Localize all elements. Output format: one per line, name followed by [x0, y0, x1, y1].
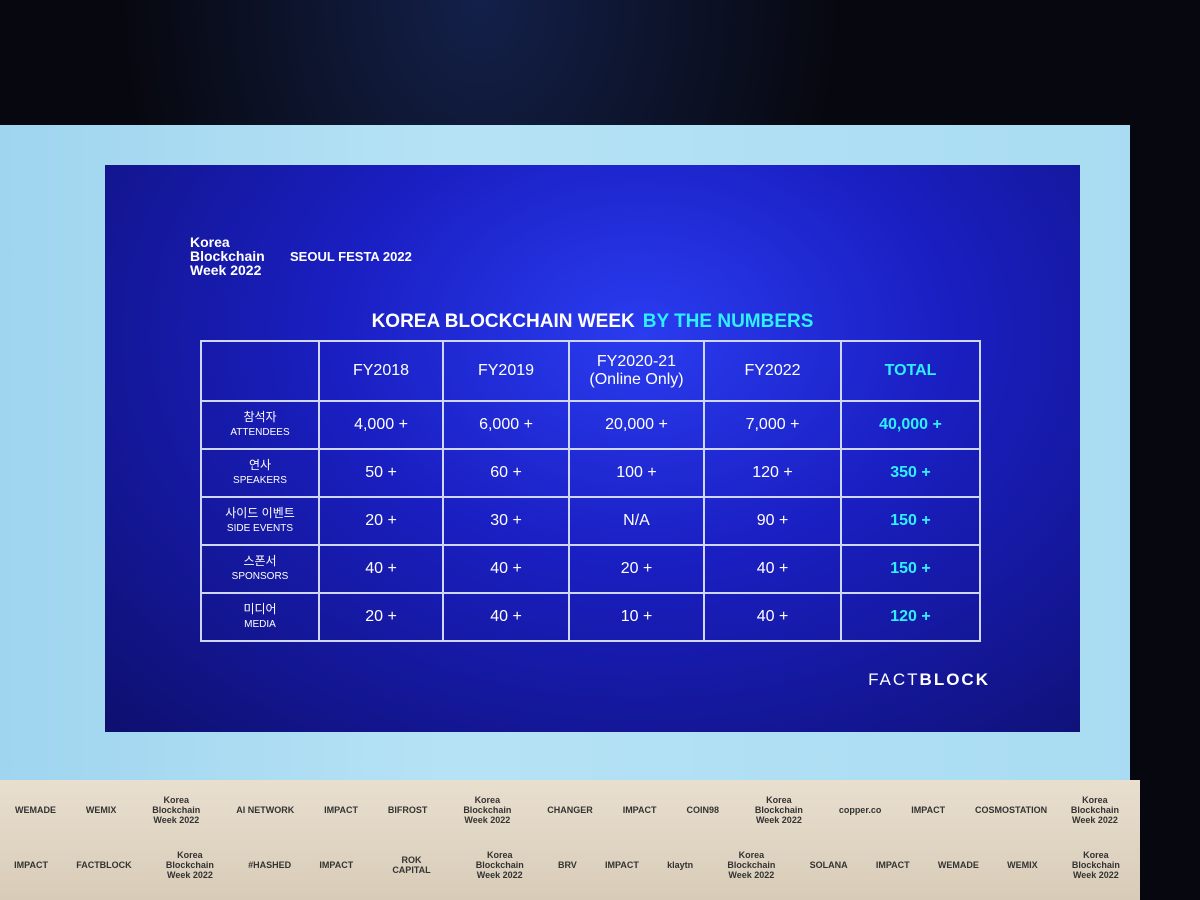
- sponsor-wall: WEMADE WEMIX Korea Blockchain Week 2022 AI …: [0, 780, 1140, 900]
- table-cell: N/A: [568, 496, 705, 546]
- title-highlight: BY THE NUMBERS: [642, 311, 814, 332]
- table-cell: 4,000 +: [318, 400, 444, 450]
- sponsor-logo: Korea Blockchain Week 2022: [463, 795, 512, 825]
- sponsor-logo: CHANGER: [547, 805, 593, 815]
- table-cell: 150 +: [840, 544, 981, 594]
- sponsor-logo: WEMIX: [85, 805, 117, 815]
- table-cell: 150 +: [840, 496, 981, 546]
- sponsor-logo: AI NETWORK: [236, 805, 295, 815]
- row-label: 참석자 ATTENDEES: [200, 400, 320, 450]
- row-label-ko: 미디어: [243, 602, 277, 616]
- row-label-ko: 사이드 이벤트: [225, 506, 295, 520]
- table-cell: 40 +: [703, 592, 842, 642]
- sponsor-row: IMPACT FACTBLOCK Korea Blockchain Week 202…: [0, 840, 1140, 890]
- table-cell: 40 +: [318, 544, 444, 594]
- sponsor-logo: Korea Blockchain Week 2022: [1071, 850, 1120, 880]
- table-cell: 6,000 +: [442, 400, 570, 450]
- brand-bold: BLOCK: [919, 670, 990, 689]
- sponsor-logo: WEMADE: [937, 860, 979, 870]
- row-label-en: SIDE EVENTS: [226, 523, 294, 534]
- sponsor-row: WEMADE WEMIX Korea Blockchain Week 2022 AI …: [0, 785, 1140, 835]
- column-header: FY2020-21 (Online Only): [568, 340, 705, 402]
- row-label: 연사 SPEAKERS: [200, 448, 320, 498]
- table-cell: 100 +: [568, 448, 705, 498]
- factblock-logo: FACTBLOCK: [868, 670, 990, 690]
- table-row: 참석자 ATTENDEES 4,000 +6,000 +20,000 +7,000 …: [200, 400, 981, 450]
- table-cell: 40 +: [442, 544, 570, 594]
- table-row: 연사 SPEAKERS 50 +60 +100 +120 +350 +: [200, 448, 981, 498]
- table-cell: 20 +: [318, 496, 444, 546]
- table-row: 스폰서 SPONSORS 40 +40 +20 +40 +150 +: [200, 544, 981, 594]
- sponsor-logo: FACTBLOCK: [76, 860, 132, 870]
- sponsor-logo: WEMIX: [1007, 860, 1038, 870]
- table-cell: 10 +: [568, 592, 705, 642]
- table-cell: 7,000 +: [703, 400, 842, 450]
- sponsor-logo: COIN98: [686, 805, 719, 815]
- sponsor-logo: BIFROST: [387, 805, 428, 815]
- corner-cell: [200, 340, 320, 402]
- sponsor-logo: IMPACT: [14, 860, 48, 870]
- row-label-ko: 스폰서: [243, 554, 277, 568]
- sponsor-logo: IMPACT: [875, 860, 910, 870]
- table-cell: 40 +: [703, 544, 842, 594]
- slide-title: KOREA BLOCKCHAIN WEEK BY THE NUMBERS: [105, 311, 1080, 333]
- sponsor-logo: IMPACT: [319, 860, 354, 870]
- sponsor-logo: Korea Blockchain Week 2022: [165, 850, 214, 880]
- row-label-ko: 참석자: [243, 410, 277, 424]
- table-cell: 40 +: [442, 592, 570, 642]
- table-cell: 120 +: [840, 592, 981, 642]
- sponsor-logo: copper.co: [838, 805, 882, 815]
- row-label-en: ATTENDEES: [230, 427, 290, 438]
- sponsor-logo: Korea Blockchain Week 2022: [1070, 795, 1119, 825]
- row-label-en: SPEAKERS: [233, 475, 287, 486]
- row-label: 미디어 MEDIA: [200, 592, 320, 642]
- sponsor-logo: #HASHED: [248, 860, 292, 870]
- column-header: FY2022: [703, 340, 842, 402]
- slide: Korea Blockchain Week 2022 SEOUL FESTA 2…: [105, 165, 1080, 732]
- row-label: 사이드 이벤트 SIDE EVENTS: [200, 496, 320, 546]
- sponsor-logo: Korea Blockchain Week 2022: [475, 850, 524, 880]
- table-cell: 40,000 +: [840, 400, 981, 450]
- table-cell: 90 +: [703, 496, 842, 546]
- row-label-en: SPONSORS: [231, 571, 289, 582]
- sponsor-logo: IMPACT: [622, 805, 657, 815]
- table-row: 사이드 이벤트 SIDE EVENTS 20 +30 + N/A 90 +150 +: [200, 496, 981, 546]
- row-label-en: MEDIA: [244, 619, 276, 630]
- sponsor-logo: Korea Blockchain Week 2022: [727, 850, 776, 880]
- row-label: 스폰서 SPONSORS: [200, 544, 320, 594]
- sponsor-logo: Korea Blockchain Week 2022: [152, 795, 201, 825]
- column-header: TOTAL: [840, 340, 981, 402]
- table-row: 미디어 MEDIA 20 +40 +10 +40 +120 +: [200, 592, 981, 642]
- brand-light: FACT: [868, 670, 920, 689]
- sponsor-logo: Korea Blockchain Week 2022: [754, 795, 803, 825]
- table-cell: 20,000 +: [568, 400, 705, 450]
- stats-table: FY2018 FY2019 FY2020-21 (Online Only) FY202…: [200, 340, 981, 642]
- sponsor-logo: COSMOSTATION: [975, 805, 1048, 815]
- table-cell: 350 +: [840, 448, 981, 498]
- column-header: FY2018: [318, 340, 444, 402]
- kbw-logo: Korea Blockchain Week 2022: [190, 234, 265, 278]
- sponsor-logo: SOLANA: [809, 860, 848, 870]
- title: KOREA BLOCKCHAIN WEEK: [371, 311, 635, 332]
- table-cell: 30 +: [442, 496, 570, 546]
- table-cell: 60 +: [442, 448, 570, 498]
- table-cell: 120 +: [703, 448, 842, 498]
- seoul-festa-logo: SEOUL FESTA 2022: [290, 249, 412, 264]
- sponsor-logo: BRV: [557, 860, 577, 870]
- table-cell: 20 +: [318, 592, 444, 642]
- row-label-ko: 연사: [248, 458, 272, 472]
- sponsor-logo: klaytn: [667, 860, 694, 870]
- column-header: FY2019: [442, 340, 570, 402]
- sponsor-logo: IMPACT: [911, 805, 946, 815]
- sponsor-logo: WEMADE: [14, 805, 56, 815]
- table-cell: 50 +: [318, 448, 444, 498]
- sponsor-logo: ROK CAPITAL: [392, 855, 431, 875]
- table-cell: 20 +: [568, 544, 705, 594]
- sponsor-logo: IMPACT: [605, 860, 639, 870]
- sponsor-logo: IMPACT: [324, 805, 358, 815]
